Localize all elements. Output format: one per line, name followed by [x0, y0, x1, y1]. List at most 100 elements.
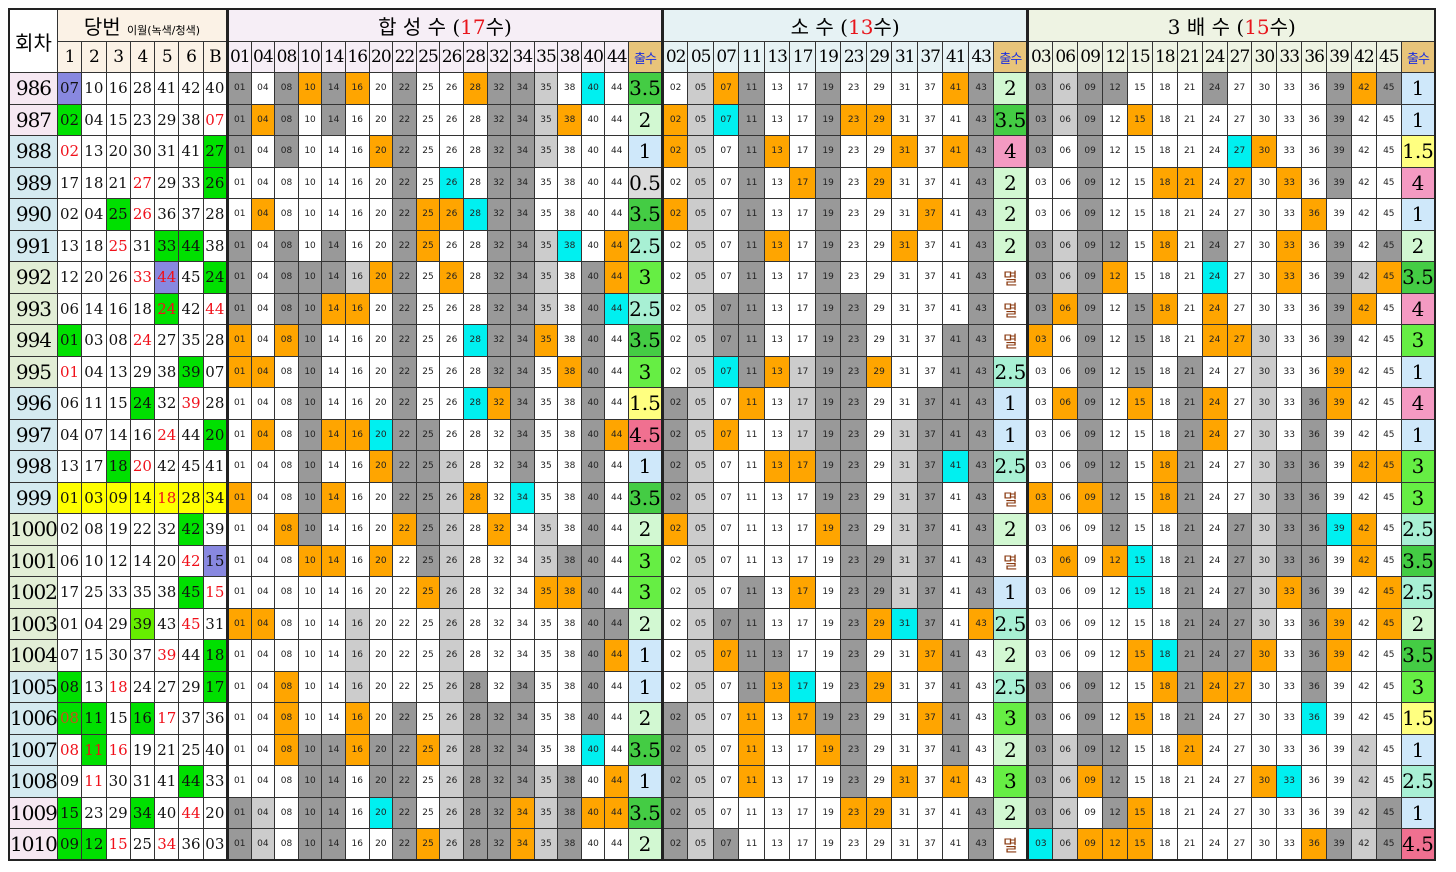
number-cell: 35 — [533, 796, 559, 829]
number-cell: 35 — [533, 229, 559, 262]
number-cell: 24 — [1201, 261, 1228, 294]
number-cell: 09 — [1077, 387, 1104, 420]
number-cell: 05 — [687, 481, 714, 514]
number-cell: 16 — [344, 513, 370, 546]
number-cell: 26 — [439, 355, 464, 388]
number-cell: 06 — [1052, 796, 1079, 829]
number-cell: 08 — [274, 576, 299, 609]
number-cell: 43 — [967, 324, 995, 357]
number-cell: 23 — [840, 670, 867, 703]
number-cell: 23 — [840, 544, 867, 577]
number-cell: 09 — [1077, 513, 1104, 546]
number-cell: 43 — [967, 796, 995, 829]
number-cell: 42 — [1350, 733, 1377, 766]
number-cell: 29 — [865, 450, 893, 483]
number-cell: 22 — [392, 261, 417, 294]
drawn-number: 06 — [56, 292, 83, 325]
number-cell: 05 — [687, 198, 714, 231]
number-cell: 13 — [763, 544, 791, 577]
number-cell: 37 — [916, 765, 944, 798]
number-cell: 21 — [1176, 513, 1203, 546]
number-cell: 07 — [712, 229, 740, 262]
number-cell: 08 — [274, 418, 299, 451]
number-cell: 10 — [297, 198, 323, 231]
number-cell: 28 — [462, 261, 488, 294]
count-col-header: 출수 — [628, 41, 663, 73]
number-cell: 25 — [415, 796, 441, 829]
number-cell: 21 — [1176, 229, 1203, 262]
number-cell: 27 — [1226, 387, 1253, 420]
number-cell: 34 — [510, 103, 535, 136]
number-cell: 13 — [763, 828, 791, 861]
number-col-header: 27 — [1226, 41, 1253, 73]
drawn-number: 23 — [129, 103, 156, 136]
number-cell: 43 — [967, 103, 995, 136]
number-cell: 16 — [344, 292, 370, 325]
number-col-header: 07 — [712, 41, 740, 73]
number-cell: 18 — [1151, 135, 1178, 168]
number-cell: 04 — [250, 72, 276, 105]
number-cell: 10 — [297, 292, 323, 325]
drawn-number: 13 — [56, 229, 83, 262]
number-cell: 03 — [1026, 387, 1054, 420]
hit-count-cell: 2.5 — [993, 670, 1029, 703]
number-cell: 32 — [486, 450, 512, 483]
number-cell: 44 — [604, 796, 630, 829]
drawn-number: 11 — [81, 387, 107, 420]
number-cell: 44 — [604, 103, 630, 136]
number-cell: 37 — [916, 261, 944, 294]
number-cell: 01 — [226, 198, 252, 231]
bonus-number: 20 — [202, 796, 228, 829]
number-cell: 21 — [1176, 450, 1203, 483]
number-cell: 12 — [1102, 544, 1128, 577]
hit-count-cell: 2 — [993, 166, 1029, 199]
number-cell: 37 — [916, 355, 944, 388]
number-cell: 42 — [1350, 292, 1377, 325]
number-cell: 03 — [1026, 292, 1054, 325]
drawn-number: 44 — [178, 796, 204, 829]
drawn-number: 20 — [81, 261, 107, 294]
number-cell: 41 — [942, 481, 969, 514]
number-cell: 40 — [580, 670, 606, 703]
hit-count-cell: 3.5 — [1400, 639, 1436, 672]
number-cell: 33 — [1276, 702, 1303, 735]
hit-count-cell: 1.5 — [628, 387, 663, 420]
number-cell: 17 — [789, 387, 816, 420]
number-cell: 43 — [967, 513, 995, 546]
number-cell: 15 — [1126, 639, 1153, 672]
number-cell: 34 — [510, 544, 535, 577]
number-cell: 23 — [840, 765, 867, 798]
number-cell: 14 — [321, 261, 346, 294]
drawn-number: 04 — [81, 198, 107, 231]
number-cell: 07 — [712, 828, 740, 861]
number-cell: 29 — [865, 355, 893, 388]
number-cell: 40 — [580, 355, 606, 388]
section-header-t: 3 배 수 (15수) — [1026, 8, 1436, 42]
table-row: 1005 08 13 18 24 27 29 17 01 04 08 10 14 16 20 22 25 26 28… — [8, 670, 1436, 703]
number-cell: 42 — [1350, 198, 1377, 231]
number-cell: 12 — [1102, 765, 1128, 798]
number-cell: 26 — [439, 481, 464, 514]
number-cell: 38 — [557, 639, 582, 672]
number-cell: 04 — [250, 355, 276, 388]
number-cell: 08 — [274, 450, 299, 483]
number-cell: 09 — [1077, 72, 1104, 105]
draw-col-header: 1 — [56, 41, 83, 73]
hit-count-cell: 1 — [993, 576, 1029, 609]
drawn-number: 25 — [129, 828, 156, 861]
number-cell: 39 — [1326, 670, 1352, 703]
number-cell: 31 — [891, 481, 918, 514]
number-cell: 31 — [891, 702, 918, 735]
number-cell: 33 — [1276, 198, 1303, 231]
number-cell: 01 — [226, 639, 252, 672]
number-cell: 08 — [274, 387, 299, 420]
number-col-header: 02 — [660, 41, 689, 73]
table-row: 999 01 03 09 14 18 28 34 01 04 08 10 14 16 20 22 25 26 28 3… — [8, 481, 1436, 514]
number-cell: 39 — [1326, 450, 1352, 483]
round-number: 995 — [8, 355, 58, 388]
number-cell: 21 — [1176, 418, 1203, 451]
round-number: 1009 — [8, 796, 58, 829]
number-cell: 24 — [1201, 355, 1228, 388]
number-cell: 24 — [1201, 166, 1228, 199]
number-cell: 40 — [580, 796, 606, 829]
